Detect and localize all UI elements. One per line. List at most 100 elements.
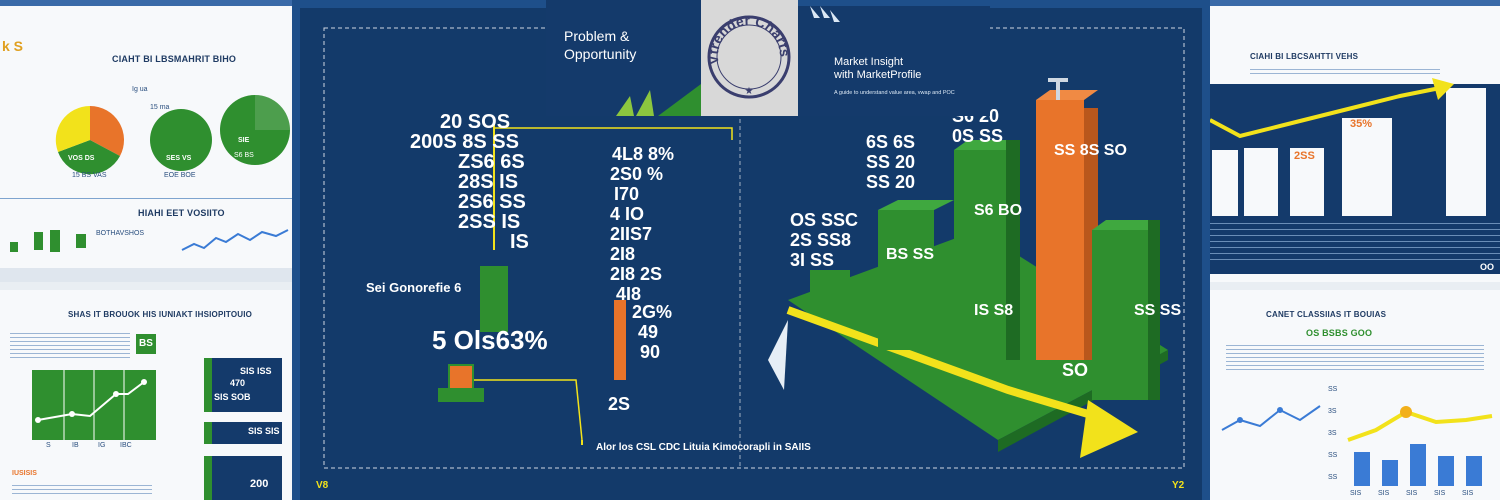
pie1-label: VOS DS — [68, 155, 95, 162]
col2-value: 2I8 2S — [610, 264, 663, 284]
top-accent-bar — [0, 0, 292, 6]
x-label: S — [46, 442, 51, 449]
col2-value: 2G% — [632, 302, 673, 322]
yellow-trend-line — [1347, 406, 1493, 442]
text-lines — [10, 330, 130, 360]
cover-card: Problem & Opportunity Vtrender Charts ★ … — [546, 0, 990, 116]
col1-value: ZS6 6S — [458, 151, 525, 173]
footer-lines — [12, 482, 152, 496]
pie-chart-2 — [150, 109, 212, 171]
small-green-base — [438, 388, 484, 402]
y-label: 3S — [1328, 408, 1337, 415]
corner-label: k S — [2, 38, 24, 54]
x-label: IB — [72, 442, 79, 449]
tower-label: IS S8 — [974, 302, 1014, 319]
x-label: IBC — [120, 442, 132, 449]
cover-subtitle: A guide to understand value area, vwap a… — [834, 90, 955, 96]
text-lines — [1250, 66, 1440, 74]
y-label: 3S — [1328, 430, 1337, 437]
corner-bottom-right: Y2 — [1172, 480, 1185, 491]
col4-value: 2S SS8 — [790, 230, 852, 250]
col2-value: 49 — [638, 322, 659, 342]
bar — [1342, 118, 1392, 216]
y-label: SS — [1328, 386, 1338, 393]
green-bar-left — [480, 266, 508, 332]
stamp-text: Vtrender Charts — [705, 12, 794, 65]
stamp-panel: Vtrender Charts ★ — [701, 0, 798, 116]
mini-line-chart — [181, 229, 289, 251]
bar-label: 2SS — [1294, 150, 1315, 162]
left-bottom-page: SHAS IT BROUOK HIS IUNIAKT IHSIOPITOUIO … — [0, 290, 292, 500]
svg-text:Vtrender Charts: Vtrender Charts — [705, 12, 794, 65]
x-label: SIS — [1406, 490, 1418, 497]
box2-line: SIS SIS — [248, 426, 280, 436]
svg-text:★: ★ — [745, 86, 754, 97]
x-label: SIS — [1350, 490, 1362, 497]
green-chevrons — [616, 84, 701, 116]
info-box-3: 200 — [204, 456, 282, 500]
problem-panel: Problem & Opportunity — [546, 0, 701, 116]
page-title: CIAHT BI LBSMAHRIT BIHO — [112, 54, 237, 64]
title-chevrons — [810, 6, 840, 22]
bar — [1410, 444, 1426, 486]
bar — [1244, 148, 1278, 216]
col1-value: 28S IS — [458, 171, 519, 193]
pie3-sub: S6 BS — [234, 152, 254, 159]
col2-value: 4I8 — [616, 284, 642, 304]
trend-arrow — [1210, 78, 1454, 139]
bar — [1382, 460, 1398, 486]
tower-label: S6 BO — [974, 202, 1023, 219]
pie3-label: SIE — [238, 137, 250, 144]
page-title: SHAS IT BROUOK HIS IUNIAKT IHSIOPITOUIO — [68, 310, 253, 319]
x-label: SIS — [1434, 490, 1446, 497]
y-label: SS — [1328, 452, 1338, 459]
mini-line-chart — [1221, 405, 1321, 431]
big-label: 5 Ols63% — [432, 325, 548, 355]
col1-value: 200S 8S SS — [410, 131, 519, 153]
info-box-2: SIS SIS — [204, 422, 282, 444]
base-label: SO — [1062, 360, 1089, 380]
title-panel: Market Insight with MarketProfile A guid… — [798, 6, 990, 116]
col1-value: 2S6 SS — [458, 191, 526, 213]
x-label: SIS — [1378, 490, 1390, 497]
pie1-top-label: Ig ua — [132, 86, 148, 93]
col1-value: IS — [510, 231, 529, 253]
page-title: CANET CLASSIIAS IT BOUIAS — [1266, 310, 1387, 319]
x-label: SIS — [1462, 490, 1474, 497]
bar — [1438, 456, 1454, 486]
col2-value: 4 IO — [610, 204, 645, 224]
pie-chart-1 — [55, 105, 124, 175]
box1-line: 470 — [230, 378, 246, 388]
col4-value: 3I SS — [790, 250, 835, 270]
box1-line: SIS SOB — [214, 392, 251, 402]
3d-bar-chart — [768, 78, 1168, 458]
col3-value: SS 20 — [866, 152, 916, 172]
tower-label: SS SS — [1134, 302, 1182, 319]
problem-title-line2: Opportunity — [564, 46, 637, 62]
mini-bar-legend — [10, 230, 86, 252]
pie-chart-3 — [220, 95, 290, 165]
info-box-1: SIS ISS 470 SIS SOB — [204, 358, 282, 412]
y-label: SS — [1328, 474, 1338, 481]
col1-value: 2SS IS — [458, 211, 521, 233]
col3-value: SS 20 — [866, 172, 916, 192]
cover-title-line2: with MarketProfile — [834, 69, 922, 81]
orange-tower-label: SS 8S SO — [1054, 142, 1127, 159]
box3-line: 200 — [250, 478, 269, 490]
bar-label-left: Sei Gonorefie 6 — [366, 280, 462, 295]
col2-value: 4L8 8% — [612, 144, 675, 164]
col2-value: 2S0 % — [610, 164, 664, 184]
badge: BS — [136, 334, 156, 354]
bar — [1446, 88, 1486, 216]
pct-label: 35% — [1350, 118, 1373, 130]
cover-title-line1: Market Insight — [834, 56, 904, 68]
bar-footer-lines — [1210, 218, 1500, 262]
col2-value: 2I8 — [610, 244, 636, 264]
divider — [0, 198, 292, 199]
text-lines — [1226, 342, 1484, 372]
bar — [1212, 150, 1238, 216]
col2-value: I70 — [614, 184, 640, 204]
col2-value: 2IIS7 — [610, 224, 653, 244]
bar — [1290, 148, 1324, 216]
orange-bar-center — [614, 300, 626, 380]
